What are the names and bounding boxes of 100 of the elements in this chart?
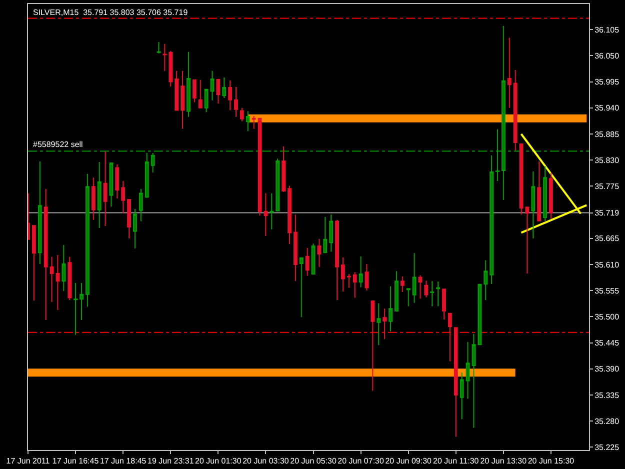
candlestick [210,70,214,101]
candlestick [56,254,60,311]
candlestick [168,50,173,88]
candlestick [364,264,369,292]
candlestick [448,312,452,362]
x-tick-label: 20 Jun 11:30 [433,456,480,466]
candlestick [282,146,286,192]
candlestick [436,281,440,307]
x-tick-label: 20 Jun 03:30 [242,456,290,466]
candlestick [400,276,404,292]
candlestick [103,150,108,227]
candlestick [109,162,114,208]
candlestick [335,219,339,301]
candlestick [246,110,250,132]
candlestick [346,273,351,288]
candlestick [490,154,494,284]
candlestick [91,177,96,220]
candlestick [293,214,298,282]
candlestick [430,280,434,307]
candlestick [466,341,470,400]
candlestick [264,192,268,237]
y-tick-label: 35.555 [594,286,620,296]
candlestick [454,327,458,438]
y-tick-label: 35.225 [594,442,620,452]
candlestick [382,308,387,340]
candlestick [478,284,482,346]
candlestick [252,115,256,130]
x-tick-label: 17 Jun 16:45 [52,456,100,466]
candlestick [38,161,42,265]
candlestick [258,118,262,216]
y-tick-label: 35.335 [594,390,620,400]
candlestick [305,247,310,276]
y-tick-label: 36.105 [594,25,620,34]
candlestick [543,166,547,222]
y-tick-label: 35.719 [594,208,620,218]
x-tick-label: 20 Jun 07:30 [338,456,384,466]
ref-line-label: #5589522 sell [33,140,84,149]
candlestick [234,86,238,118]
y-tick-label: 35.775 [594,182,620,191]
candlestick [222,77,226,98]
x-tick-label: 20 Jun 09:30 [385,456,432,466]
candlestick [133,208,137,249]
candlestick [376,302,381,346]
candlestick [288,185,292,245]
y-tick-label: 35.830 [594,156,620,165]
candlestick [323,216,328,254]
candlestick [85,173,90,308]
candlestick [507,37,512,108]
y-tick-label: 35.280 [594,416,620,426]
candlestick [216,78,220,104]
candlestick [186,51,190,118]
candlestick [174,70,179,111]
candlestick [180,70,184,130]
candlestick [156,41,161,54]
candlestick [240,107,244,122]
candlestick [144,152,149,198]
x-tick-label: 19 Jun 23:31 [147,456,194,466]
x-tick-label: 20 Jun 15:30 [528,456,575,466]
candlestick [537,161,542,222]
candlestick [62,244,66,292]
text: SILVER,M15 35.791 35.803 35.706 35.719 [33,8,188,17]
candlestick [406,288,410,307]
candlestick [513,69,518,152]
candlestick [198,79,202,108]
candlestick [276,158,280,212]
y-tick-label: 35.665 [594,234,620,244]
candlestick [418,274,422,300]
candlestick [74,282,78,336]
candlestick [549,172,553,220]
x-tick-label: 20 Jun 13:30 [480,456,528,466]
candlestick [352,272,357,298]
candlestick [204,88,208,113]
x-tick-label: 20 Jun 01:30 [195,456,242,466]
candlestick [32,225,36,302]
candlestick [442,288,446,320]
candlestick [50,256,54,302]
y-tick-label: 35.500 [594,312,620,322]
candlestick [412,252,416,304]
x-tick-label: 17 Jun 18:45 [100,456,147,466]
candlestick [341,256,345,292]
candlestick [460,372,464,420]
candlestick [388,286,392,332]
candlestick [519,143,524,216]
candlestick [472,333,476,428]
y-tick-label: 35.940 [594,104,620,113]
x-tick-label: 20 Jun 05:30 [290,456,337,466]
candlestick [228,80,232,111]
y-tick-label: 35.885 [594,130,620,139]
candlestick [80,282,84,320]
candlestick [329,214,334,252]
candlestick [370,300,375,392]
candlestick [484,260,488,301]
candlestick [299,256,304,318]
y-tick-label: 35.445 [594,338,620,348]
candlestick [127,198,131,239]
candlestick [138,188,143,222]
candlestick [394,270,398,312]
candlestick [531,170,536,239]
y-tick-label: 35.610 [594,260,620,270]
candlestick [97,162,102,228]
